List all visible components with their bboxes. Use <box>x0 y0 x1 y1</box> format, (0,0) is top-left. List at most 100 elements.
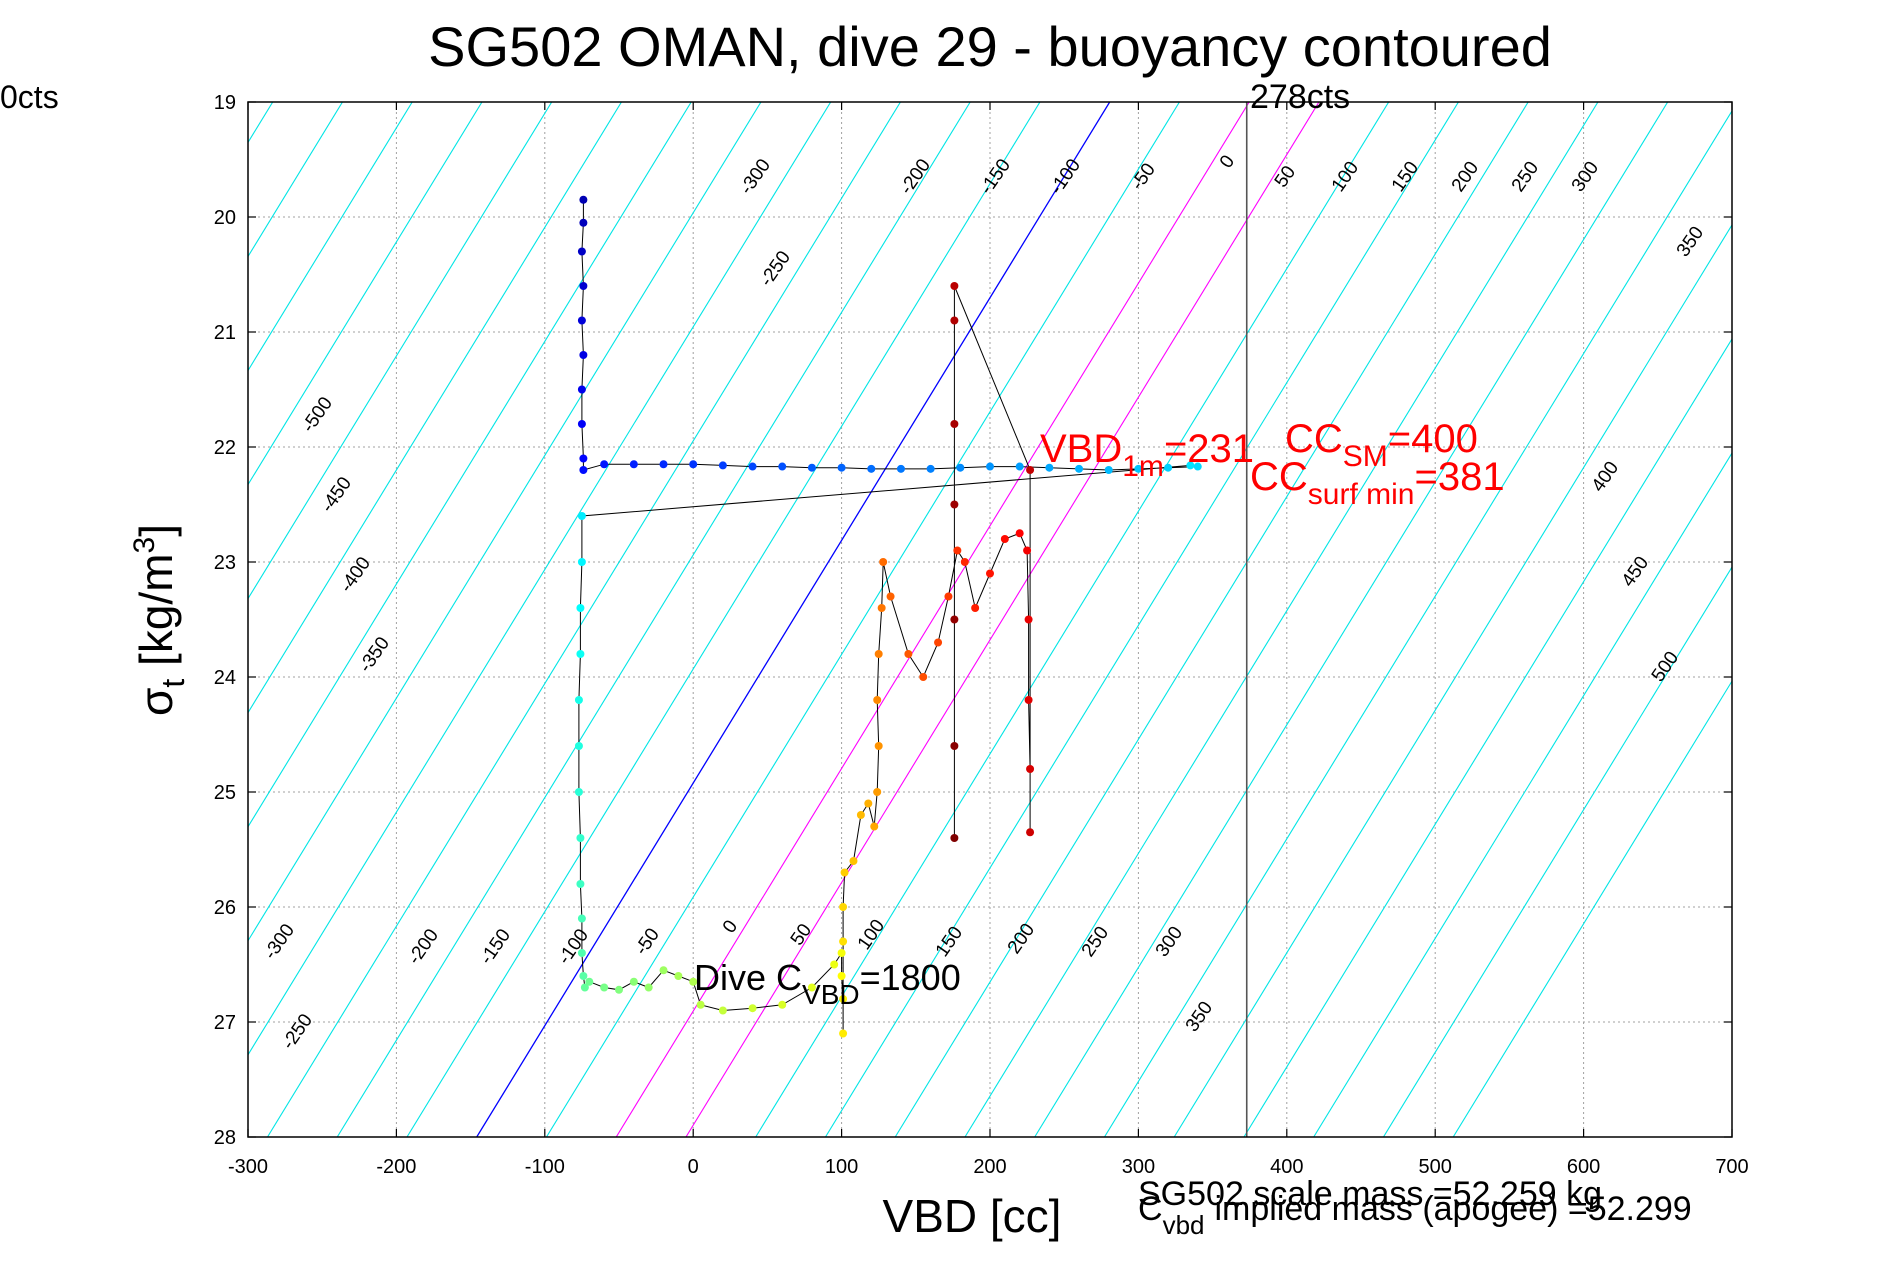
data-point <box>1026 765 1035 773</box>
y-tick-label: 20 <box>214 207 236 229</box>
data-point <box>629 977 638 986</box>
contour-line <box>1034 102 1669 1137</box>
contour-line <box>1382 566 1732 1137</box>
data-point <box>577 316 586 325</box>
y-tick-label: 23 <box>214 552 236 574</box>
contour-line <box>545 102 1180 1137</box>
data-point <box>870 822 879 831</box>
data-point <box>807 463 816 472</box>
data-point <box>1015 462 1024 471</box>
data-point <box>886 592 895 601</box>
buoyancy-contours <box>248 102 1732 1137</box>
data-point <box>986 462 994 471</box>
data-point <box>1024 615 1033 624</box>
data-point <box>934 638 943 647</box>
data-point <box>896 464 905 473</box>
data-point <box>953 546 962 555</box>
y-axis-sub: t <box>155 679 191 688</box>
data-point <box>1023 546 1032 555</box>
data-point <box>615 985 623 994</box>
data-point <box>950 316 959 325</box>
data-point <box>830 960 839 969</box>
contour-line <box>1243 337 1732 1137</box>
contour-line <box>248 102 483 486</box>
data-point <box>1026 828 1035 837</box>
data-point <box>576 650 585 658</box>
data-point <box>659 966 668 975</box>
data-point <box>807 983 816 992</box>
data-point <box>1193 462 1202 471</box>
data-point <box>579 218 588 227</box>
y-tick-label: 26 <box>214 897 236 919</box>
data-point <box>748 462 757 471</box>
data-point <box>579 466 588 474</box>
data-point <box>873 696 882 704</box>
contour-line <box>894 102 1529 1137</box>
data-point <box>1104 466 1113 474</box>
data-point <box>577 949 586 957</box>
data-point <box>576 880 585 888</box>
contour-line <box>615 102 1250 1137</box>
data-point <box>1164 463 1173 472</box>
x-tick-label: -300 <box>228 1156 268 1178</box>
x-tick-label: 300 <box>1122 1156 1155 1178</box>
data-point <box>659 460 668 469</box>
x-axis-ticks: -300 -200 -100 0 100 200 300 400 500 600 700 <box>228 102 1749 1178</box>
data-point <box>971 604 980 612</box>
data-point <box>1026 466 1035 474</box>
contour-line <box>248 102 692 828</box>
data-point <box>950 834 959 842</box>
data-point <box>577 247 586 256</box>
data-point <box>577 914 586 923</box>
svg-text:VBD1m=231: VBD1m=231 <box>1040 427 1254 483</box>
x-tick-label: 500 <box>1419 1156 1452 1178</box>
data-point <box>778 462 787 471</box>
implied-mass-annotation: Cvbd implied mass (apogee) =52.299 <box>1138 1190 1692 1240</box>
y-tick-label: 25 <box>214 782 236 804</box>
ccsm-annotation: CCSM=400 <box>1285 417 1478 473</box>
data-point <box>1186 461 1195 470</box>
data-point <box>579 972 588 980</box>
contour-line <box>406 102 1041 1137</box>
data-point <box>950 420 959 428</box>
data-point <box>577 558 586 566</box>
contour-line <box>1103 109 1732 1137</box>
data-point <box>950 742 959 750</box>
data-point <box>837 463 846 472</box>
y-axis-units: [kg/m <box>130 553 182 678</box>
data-point <box>950 282 959 290</box>
data-point <box>574 788 583 796</box>
data-point <box>874 742 883 750</box>
data-point <box>874 650 883 658</box>
data-point <box>849 857 858 865</box>
data-point <box>689 977 698 986</box>
data-point <box>778 1000 787 1009</box>
data-point <box>718 1006 727 1015</box>
contour-line <box>248 102 832 1056</box>
x-tick-label: 0 <box>688 1156 699 1178</box>
x-tick-label: -200 <box>376 1156 416 1178</box>
data-point <box>600 983 609 992</box>
data-point <box>840 868 849 877</box>
data-point <box>839 995 848 1003</box>
data-point <box>1024 696 1033 704</box>
data-point <box>904 650 913 658</box>
data-point <box>585 977 594 986</box>
data-point <box>1015 529 1024 538</box>
dive-cvbd-annotation: Dive CVBD=1800 <box>694 957 961 1010</box>
data-point <box>986 569 994 578</box>
contour-line <box>755 102 1390 1137</box>
contour-line <box>685 102 1320 1137</box>
data-point <box>577 512 586 520</box>
data-point <box>748 1004 757 1013</box>
contour-line <box>824 102 1459 1137</box>
data-point <box>856 811 865 819</box>
contour-line <box>248 102 622 714</box>
contour-line <box>248 102 762 942</box>
x-tick-label: 700 <box>1715 1156 1748 1178</box>
contour-line <box>1313 451 1732 1137</box>
data-point <box>579 195 588 204</box>
x-tick-label: 400 <box>1270 1156 1303 1178</box>
trace-line <box>578 199 1198 1034</box>
